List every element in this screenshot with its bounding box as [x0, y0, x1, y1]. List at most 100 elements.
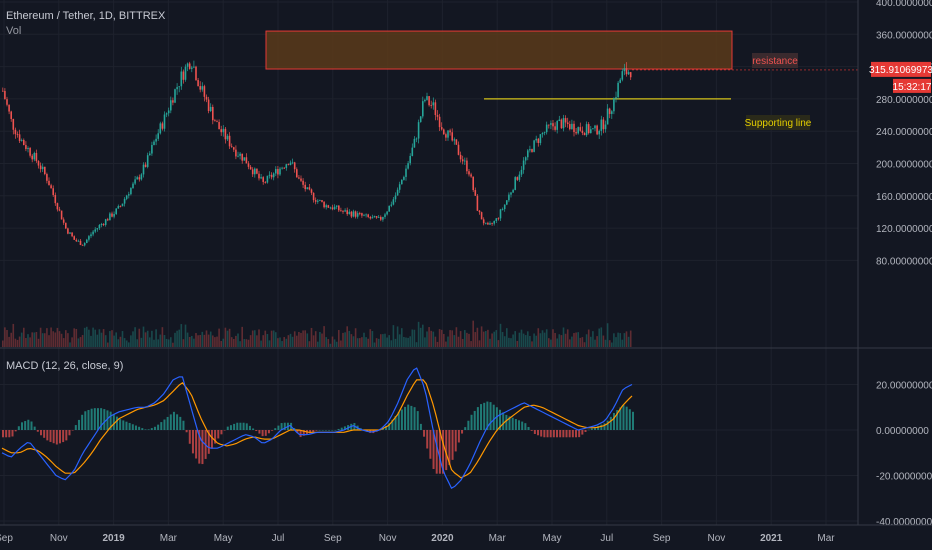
volume-bar	[140, 337, 143, 347]
time-tick-label: 2020	[431, 533, 454, 544]
macd-histogram-bar	[58, 430, 61, 444]
macd-histogram-bar	[153, 426, 156, 430]
annotation-labels[interactable]: resistance Supporting line	[745, 53, 812, 130]
candle-body	[180, 71, 183, 87]
volume-bar	[426, 331, 428, 347]
candle-body	[243, 157, 246, 161]
macd-label[interactable]: MACD (12, 26, close, 9)	[6, 360, 124, 372]
candle-body	[499, 209, 502, 219]
candle-body	[543, 132, 546, 134]
symbol-title[interactable]: Ethereum / Tether, 1D, BITTREX	[6, 10, 166, 22]
candle-body	[338, 205, 340, 211]
candle-body	[289, 162, 292, 165]
volume-bar	[165, 338, 168, 347]
volume-bar	[270, 330, 273, 347]
candle-body	[476, 195, 479, 211]
macd-histogram-bar	[166, 416, 169, 430]
macd-histogram-bar	[518, 420, 521, 430]
candle-body	[405, 168, 407, 177]
candle-body	[354, 211, 357, 217]
candle-body	[333, 206, 336, 210]
candle-body	[212, 106, 214, 121]
volume-bar	[369, 329, 372, 347]
volume-bar	[319, 331, 321, 347]
volume-bar	[569, 339, 571, 347]
time-tick-label: May	[214, 533, 233, 544]
candle-body	[373, 216, 376, 218]
volume-bar	[243, 339, 246, 347]
macd-histogram-bar	[391, 419, 394, 430]
candle-body	[497, 218, 500, 220]
candle-body	[566, 122, 569, 125]
macd-histogram-bar	[55, 430, 58, 445]
resistance-zone[interactable]	[265, 30, 733, 70]
macd-histogram-bar	[502, 412, 505, 430]
volume-bar	[266, 333, 269, 347]
macd-histogram-bar	[442, 430, 445, 474]
macd-histogram-bar	[157, 424, 160, 430]
macd-histogram-bar	[49, 430, 52, 442]
candle-body	[451, 132, 453, 141]
candle-body	[86, 239, 88, 243]
macd-histogram-bar	[71, 430, 74, 431]
candle-body	[123, 198, 126, 204]
price-candles[interactable]	[2, 60, 632, 247]
volume-bar	[197, 335, 199, 347]
candle-body	[478, 210, 481, 213]
price-tick-label: 400.00000000	[876, 0, 932, 9]
volume-bar	[321, 333, 323, 347]
macd-histogram-bar	[521, 421, 524, 430]
candle-body	[445, 134, 447, 138]
volume-bar	[180, 324, 183, 347]
candle-body	[281, 167, 283, 169]
candle-body	[14, 129, 17, 135]
volume-bar	[430, 330, 432, 347]
candle-body	[520, 169, 523, 175]
volume-bar	[394, 338, 397, 347]
macd-histogram-bar	[315, 430, 318, 431]
volume-bar	[235, 335, 237, 347]
candle-body	[163, 114, 166, 129]
candle-body	[151, 144, 153, 154]
volume-bar	[249, 335, 252, 347]
candle-body	[583, 133, 586, 136]
volume-bar	[417, 321, 420, 347]
candle-body	[585, 124, 588, 136]
candle-body	[629, 72, 632, 78]
volume-bar	[432, 331, 435, 347]
volume-bar	[144, 332, 147, 347]
macd-histogram-bar	[321, 430, 324, 431]
macd-histogram-bar	[438, 430, 441, 474]
candle-body	[608, 108, 611, 114]
volume-bar	[159, 334, 162, 347]
volume-bar	[340, 340, 342, 347]
candle-body	[237, 155, 239, 157]
volume-bar	[279, 337, 281, 347]
candle-body	[409, 155, 411, 164]
macd-histogram-bar	[454, 430, 457, 452]
volume-bar	[600, 327, 603, 347]
volume-label[interactable]: Vol	[6, 25, 22, 37]
candle-body	[323, 201, 325, 208]
volume-bar	[88, 329, 90, 347]
candle-body	[369, 216, 372, 219]
volume-bar	[550, 339, 552, 347]
macd-histogram-bar	[461, 430, 464, 434]
candle-body	[260, 177, 262, 179]
macd-histogram-bar	[150, 428, 153, 430]
candle-body	[459, 154, 462, 160]
volume-bar	[48, 335, 50, 347]
volume-bar	[539, 333, 542, 347]
macd-histogram-bar	[119, 419, 122, 430]
volume-bar	[149, 337, 151, 347]
volume-bar	[71, 337, 73, 347]
candle-body	[306, 187, 309, 190]
candle-body	[203, 86, 206, 97]
macd-histogram-bar	[530, 430, 533, 431]
volume-bar	[138, 328, 141, 347]
volume-bar	[602, 335, 605, 347]
macd-lines	[1, 367, 633, 490]
candle-body	[361, 213, 363, 216]
volume-bar	[136, 339, 138, 347]
